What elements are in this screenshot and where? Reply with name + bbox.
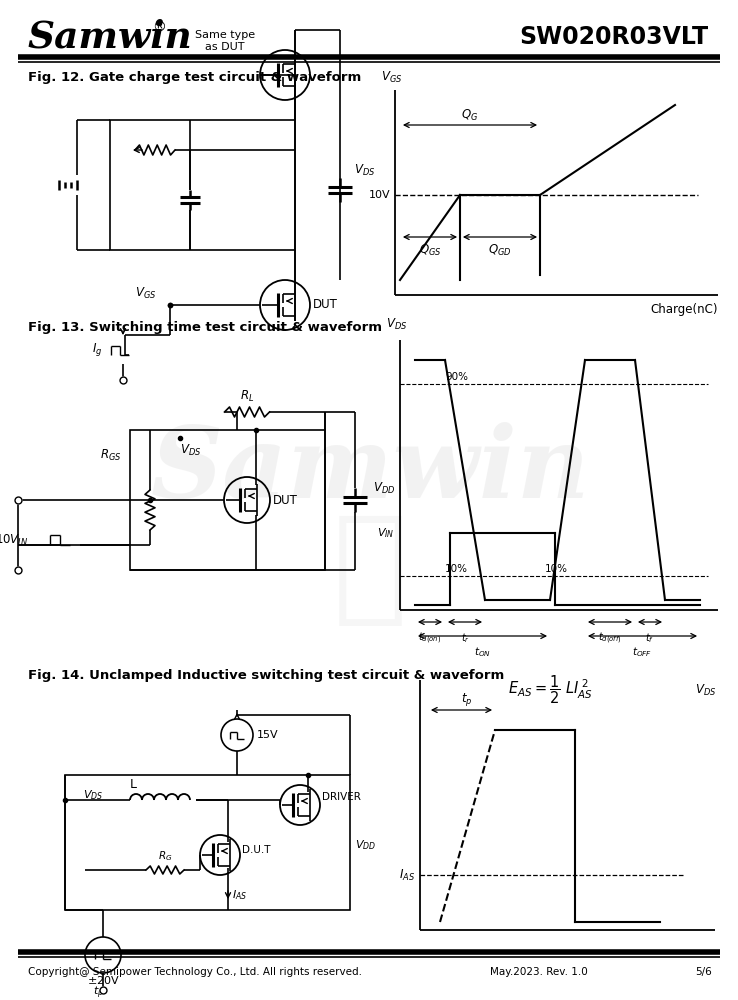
Text: $V_{DS}$: $V_{DS}$ bbox=[83, 788, 103, 802]
Text: Fig. 14. Unclamped Inductive switching test circuit & waveform: Fig. 14. Unclamped Inductive switching t… bbox=[28, 668, 504, 682]
Text: $t_{d(off)}$: $t_{d(off)}$ bbox=[598, 631, 622, 646]
Text: $t_{ON}$: $t_{ON}$ bbox=[474, 645, 491, 659]
Text: $t_r$: $t_r$ bbox=[461, 631, 469, 645]
Text: $E_{AS} = \dfrac{1}{2}\ L I_{AS}^{\ 2}$: $E_{AS} = \dfrac{1}{2}\ L I_{AS}^{\ 2}$ bbox=[508, 674, 593, 706]
Text: $t_{OFF}$: $t_{OFF}$ bbox=[632, 645, 652, 659]
Text: $R_G$: $R_G$ bbox=[158, 849, 172, 863]
Text: Samwin: Samwin bbox=[28, 18, 193, 55]
Text: $I_g$: $I_g$ bbox=[92, 342, 102, 359]
Text: DUT: DUT bbox=[313, 298, 338, 312]
Text: Fig. 13. Switching time test circuit & waveform: Fig. 13. Switching time test circuit & w… bbox=[28, 322, 382, 334]
Bar bbox=[130, 430, 325, 570]
Text: Charge(nC): Charge(nC) bbox=[650, 304, 718, 316]
Text: $V_{DS}$: $V_{DS}$ bbox=[386, 317, 407, 332]
Text: L: L bbox=[130, 778, 137, 792]
Text: $V_{DD}$: $V_{DD}$ bbox=[355, 838, 376, 852]
Text: May.2023. Rev. 1.0: May.2023. Rev. 1.0 bbox=[490, 967, 587, 977]
Text: $V_{DS}$: $V_{DS}$ bbox=[354, 162, 376, 178]
Text: $10V_{IN}$: $10V_{IN}$ bbox=[0, 532, 28, 548]
Text: ®: ® bbox=[152, 21, 166, 35]
Text: SW020R03VLT: SW020R03VLT bbox=[519, 25, 708, 49]
Text: $R_L$: $R_L$ bbox=[240, 388, 254, 404]
Text: $V_{DS}$: $V_{DS}$ bbox=[695, 682, 717, 698]
Text: DRIVER: DRIVER bbox=[322, 792, 361, 802]
Text: D.U.T: D.U.T bbox=[242, 845, 271, 855]
Text: $V_{DD}$: $V_{DD}$ bbox=[373, 480, 396, 496]
Text: $V_{IN}$: $V_{IN}$ bbox=[378, 526, 395, 540]
Text: $t_p$: $t_p$ bbox=[93, 985, 104, 1000]
Text: $V_{GS}$: $V_{GS}$ bbox=[382, 70, 403, 85]
Text: Copyright@ Semipower Technology Co., Ltd. All rights reserved.: Copyright@ Semipower Technology Co., Ltd… bbox=[28, 967, 362, 977]
Text: $I_{AS}$: $I_{AS}$ bbox=[232, 888, 247, 902]
Text: $t_p$: $t_p$ bbox=[461, 692, 472, 708]
Text: $R_{GS}$: $R_{GS}$ bbox=[100, 447, 122, 463]
Text: 15V: 15V bbox=[257, 730, 279, 740]
Text: 10%: 10% bbox=[445, 564, 468, 574]
Text: $V_{GS}$: $V_{GS}$ bbox=[135, 285, 156, 301]
Bar bbox=[110, 120, 295, 250]
Text: $t_f$: $t_f$ bbox=[646, 631, 655, 645]
Text: $V_{DS}$: $V_{DS}$ bbox=[180, 442, 201, 458]
Text: $t_{d(on)}$: $t_{d(on)}$ bbox=[418, 631, 441, 646]
Text: Fig. 12. Gate charge test circuit & waveform: Fig. 12. Gate charge test circuit & wave… bbox=[28, 72, 361, 85]
Text: 90%: 90% bbox=[445, 372, 468, 382]
Text: 10V: 10V bbox=[368, 190, 390, 200]
Text: $\pm$20V: $\pm$20V bbox=[86, 974, 120, 986]
Text: 10%: 10% bbox=[545, 564, 568, 574]
Text: $I_{AS}$: $I_{AS}$ bbox=[399, 867, 415, 883]
Text: Same type: Same type bbox=[195, 30, 255, 40]
Text: $Q_G$: $Q_G$ bbox=[461, 107, 479, 123]
Text: 山: 山 bbox=[333, 510, 407, 631]
Text: DUT: DUT bbox=[273, 493, 298, 506]
Text: 5/6: 5/6 bbox=[695, 967, 712, 977]
Text: as DUT: as DUT bbox=[205, 42, 245, 52]
Bar bbox=[65, 775, 350, 910]
Text: Samwin: Samwin bbox=[151, 422, 590, 518]
Text: $Q_{GS}$: $Q_{GS}$ bbox=[418, 242, 441, 258]
Text: $Q_{GD}$: $Q_{GD}$ bbox=[489, 242, 511, 258]
